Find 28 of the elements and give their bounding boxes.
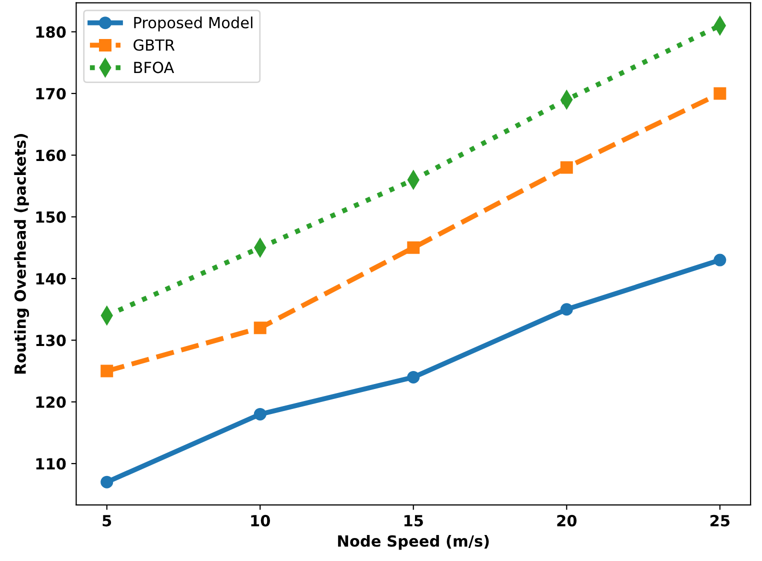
- x-tick-label: 25: [710, 514, 730, 526]
- x-tick-label: 10: [251, 514, 270, 526]
- point: [714, 254, 726, 266]
- point: [407, 370, 420, 384]
- y-tick-label: 150: [36, 211, 66, 223]
- y-tick-label: 110: [36, 458, 66, 470]
- point: [560, 161, 573, 174]
- y-tick-label: 140: [36, 272, 66, 285]
- y-tick-label: 130: [36, 334, 66, 346]
- x-axis-title: Node Speed (m/s): [338, 534, 489, 550]
- point: [100, 476, 114, 488]
- point: [407, 241, 420, 254]
- legend-label: GBTR: [134, 39, 175, 51]
- y-axis-title: Routing Overhead (packets): [14, 134, 30, 374]
- x-tick-label: 5: [102, 515, 112, 526]
- legend-label: BFOA: [134, 62, 174, 74]
- y-tick-label: 170: [36, 88, 66, 100]
- y-tick-label: 120: [36, 396, 66, 408]
- point: [254, 408, 266, 420]
- y-tick-label: 160: [36, 150, 66, 162]
- y-tick-label: 180: [36, 26, 66, 38]
- x-tick-label: 15: [404, 515, 423, 526]
- x-tick-label: 20: [557, 514, 577, 526]
- point: [714, 87, 726, 100]
- legend-label: Proposed Model: [134, 16, 252, 32]
- point: [254, 322, 266, 334]
- point: [560, 303, 573, 316]
- point: [100, 364, 114, 378]
